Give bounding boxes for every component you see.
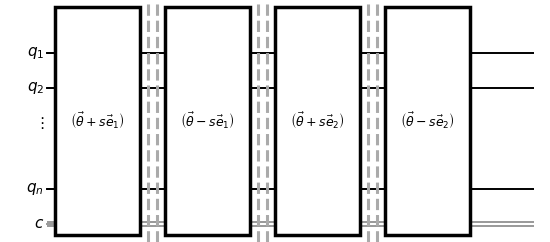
Text: $c$: $c$: [34, 216, 44, 231]
Text: $q_2$: $q_2$: [26, 80, 44, 96]
Text: $\left(\vec{\theta}-s\vec{e}_2\right)$: $\left(\vec{\theta}-s\vec{e}_2\right)$: [400, 111, 455, 131]
Text: $\left(\vec{\theta}+s\vec{e}_2\right)$: $\left(\vec{\theta}+s\vec{e}_2\right)$: [290, 111, 345, 131]
Bar: [55, 7, 140, 235]
Bar: [275, 7, 360, 235]
Text: $q_n$: $q_n$: [26, 181, 44, 197]
Text: $\vdots$: $\vdots$: [34, 115, 44, 131]
Text: $q_1$: $q_1$: [26, 45, 44, 61]
Bar: [165, 7, 250, 235]
Text: $\left(\vec{\theta}+s\vec{e}_1\right)$: $\left(\vec{\theta}+s\vec{e}_1\right)$: [70, 111, 125, 131]
Text: $\left(\vec{\theta}-s\vec{e}_1\right)$: $\left(\vec{\theta}-s\vec{e}_1\right)$: [180, 111, 235, 131]
Bar: [385, 7, 470, 235]
